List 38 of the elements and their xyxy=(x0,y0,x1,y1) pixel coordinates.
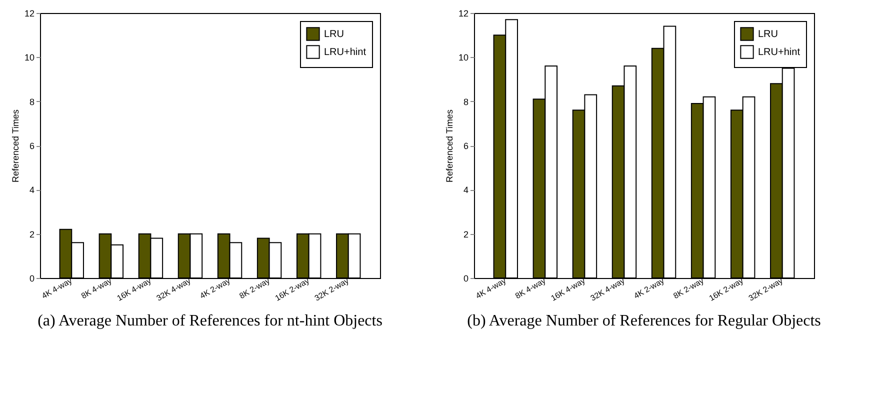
x-tick-label: 32K 2-way xyxy=(747,276,784,303)
x-tick-label: 32K 4-way xyxy=(155,276,192,303)
y-tick-label: 4 xyxy=(463,185,468,196)
x-tick-label: 16K 2-way xyxy=(708,276,745,303)
legend-label: LRU xyxy=(324,29,344,40)
x-tick-label: 8K 4-way xyxy=(514,276,548,301)
legend-label: LRU+hint xyxy=(324,47,366,58)
x-tick-label: 16K 4-way xyxy=(115,276,153,303)
y-tick-label: 2 xyxy=(463,229,468,240)
y-tick-label: 6 xyxy=(29,141,34,151)
x-tick-label: 16K 2-way xyxy=(274,276,311,303)
y-tick-label: 4 xyxy=(29,185,34,196)
y-tick-label: 0 xyxy=(29,274,34,284)
legend-label: LRU xyxy=(758,29,778,40)
y-tick-label: 2 xyxy=(29,229,34,240)
x-tick-label: 32K 4-way xyxy=(589,276,626,303)
x-tick-label: 4K 4-way xyxy=(40,276,74,301)
y-tick-label: 10 xyxy=(24,52,34,63)
x-tick-label: 16K 4-way xyxy=(549,276,587,303)
x-tick-label: 32K 2-way xyxy=(313,276,350,303)
y-tick-label: 8 xyxy=(29,96,34,107)
x-tick-label: 4K 2-way xyxy=(632,276,666,301)
x-tick-label: 4K 2-way xyxy=(198,276,232,301)
x-tick-label: 8K 4-way xyxy=(80,276,114,301)
y-axis-title: Referenced Times xyxy=(444,108,454,183)
y-tick-label: 6 xyxy=(463,141,468,151)
x-tick-label: 8K 2-way xyxy=(672,276,706,301)
x-tick-label: 4K 4-way xyxy=(474,276,508,301)
legend-label: LRU+hint xyxy=(758,47,800,58)
y-tick-label: 12 xyxy=(458,8,468,18)
text: (b) Average Number of References for Regular Objects xyxy=(467,312,821,330)
y-tick-label: 10 xyxy=(458,52,468,63)
y-tick-label: 12 xyxy=(24,8,34,18)
y-tick-label: 8 xyxy=(463,96,468,107)
y-axis-title: Referenced Times xyxy=(10,108,20,183)
text: (a) Average Number of References for nt-hint Objects xyxy=(38,312,382,330)
y-tick-label: 0 xyxy=(463,274,468,284)
x-tick-label: 8K 2-way xyxy=(238,276,272,301)
